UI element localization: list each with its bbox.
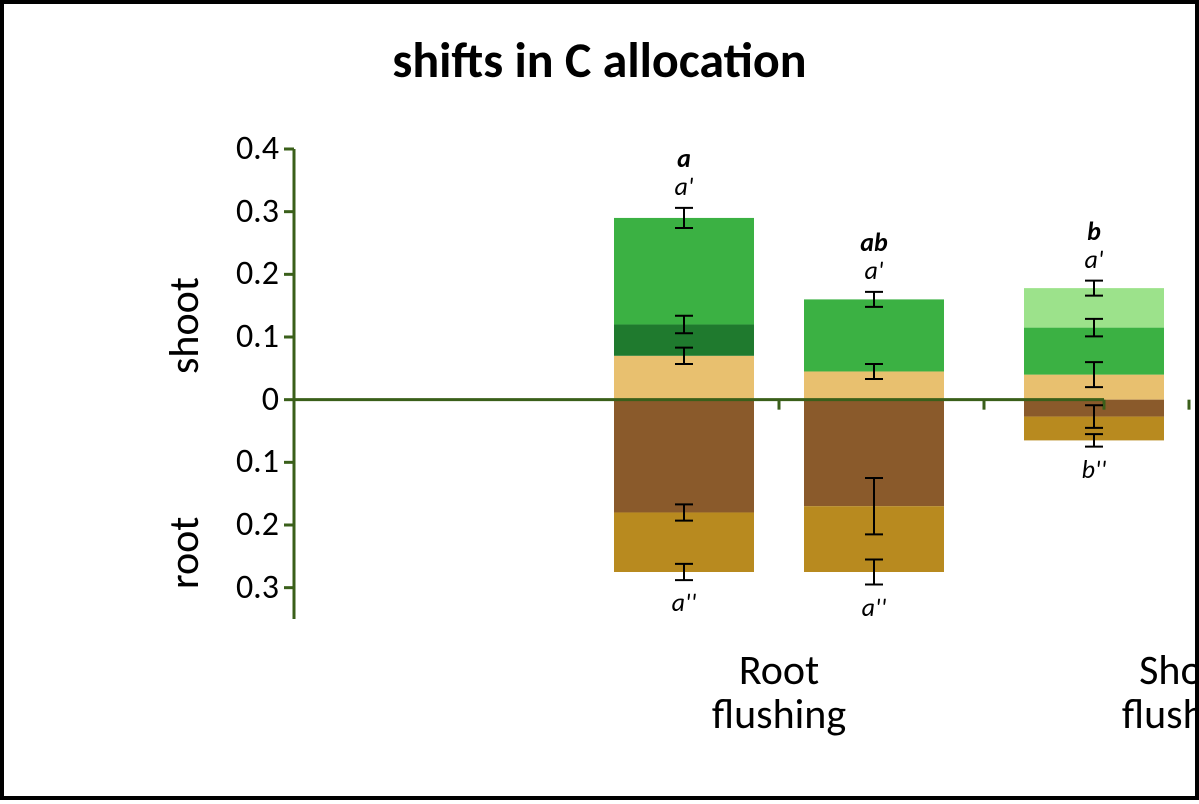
sig-top-ital: a' [1054,243,1134,275]
sig-top-ital: a' [834,254,914,286]
chart-plot [4,4,1199,804]
group-label-line: flushing [712,689,846,740]
sig-bottom: a'' [644,586,724,618]
group-label-shoot-flushing: Shootflushing [1069,649,1199,737]
bar-seg-mid [614,218,754,325]
bar-seg-mid [804,299,944,371]
group-label-line: flushing [1122,689,1199,740]
bar-seg-brown [614,400,754,513]
sig-top-ital: a' [644,170,724,202]
chart-frame: shifts in C allocation shoot root 0.40.3… [0,0,1199,800]
group-label-root-flushing: Rootflushing [659,649,899,737]
sig-bottom: b'' [1054,453,1134,485]
sig-bottom: a'' [834,591,914,623]
